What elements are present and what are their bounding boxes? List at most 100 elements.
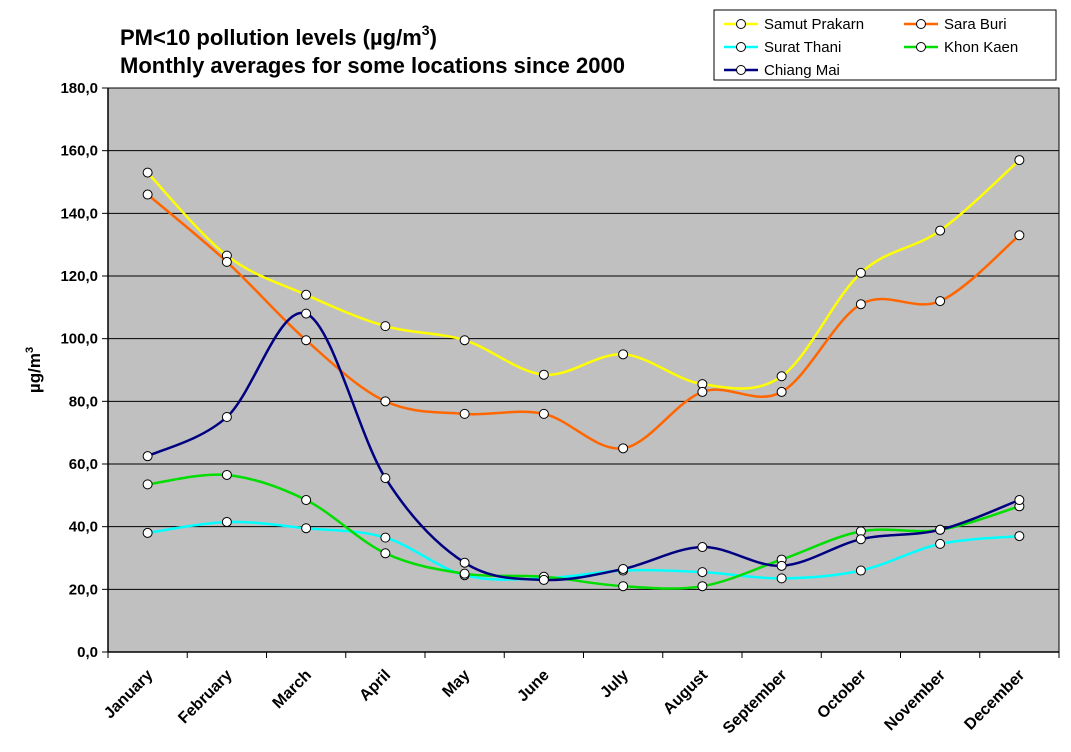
data-point-khon-kaen: [380, 548, 391, 559]
x-tick-label: October: [814, 667, 869, 722]
legend-label-khon-kaen: Khon Kaen: [944, 39, 1018, 56]
legend-marker-khon-kaen: [916, 42, 926, 52]
y-tick-label: 0,0: [77, 644, 98, 661]
data-point-samut-prakarn: [380, 321, 391, 332]
data-point-khon-kaen: [697, 581, 708, 592]
data-point-surat-thani: [221, 516, 232, 527]
legend-marker-surat-thani: [736, 42, 746, 52]
plot-area: [107, 87, 1060, 653]
data-point-surat-thani: [697, 567, 708, 578]
data-point-samut-prakarn: [776, 371, 787, 382]
data-point-chiang-mai: [459, 557, 470, 568]
data-point-chiang-mai: [935, 524, 946, 535]
series-line-sara-buri: [146, 193, 1021, 450]
data-point-chiang-mai: [221, 412, 232, 422]
data-point-sara-buri: [776, 386, 787, 397]
data-point-sara-buri: [301, 335, 312, 346]
data-point-sara-buri: [221, 256, 232, 267]
data-point-sara-buri: [538, 408, 549, 419]
x-tick-label: September: [720, 667, 791, 738]
x-tick-label: November: [882, 667, 949, 734]
data-point-samut-prakarn: [1014, 155, 1025, 166]
data-point-chiang-mai: [142, 451, 153, 462]
gridlines: [108, 87, 1059, 590]
x-tick-label: August: [660, 666, 711, 717]
data-point-chiang-mai: [855, 534, 866, 545]
data-point-sara-buri: [380, 396, 391, 407]
data-point-khon-kaen: [301, 495, 312, 506]
legend: Samut Prakarn Sara Buri Surat Thani Khon Ka…: [713, 9, 1057, 81]
data-point-surat-thani: [1014, 531, 1025, 542]
data-point-khon-kaen: [142, 479, 153, 490]
data-point-surat-thani: [935, 538, 946, 549]
data-point-surat-thani: [855, 565, 866, 576]
y-tick-label: 140,0: [60, 205, 98, 222]
data-point-sara-buri: [935, 296, 946, 307]
legend-label-surat-thani: Surat Thani: [764, 39, 841, 56]
series-markers: [142, 155, 1025, 592]
y-tick-label: 80,0: [69, 393, 98, 410]
data-point-sara-buri: [855, 299, 866, 310]
data-point-samut-prakarn: [618, 349, 629, 360]
x-tick-label: June: [514, 667, 552, 705]
data-point-samut-prakarn: [142, 167, 153, 178]
data-point-sara-buri: [1014, 230, 1025, 241]
axes: [102, 87, 1060, 658]
series-line-samut-prakarn: [146, 159, 1021, 390]
data-point-sara-buri: [459, 408, 470, 419]
legend-marker-chiang-mai: [736, 65, 746, 75]
chart-title-superscript: 3: [422, 22, 430, 38]
x-tick-label: January: [101, 667, 156, 722]
legend-label-chiang-mai: Chiang Mai: [764, 62, 840, 79]
x-tick-label: May: [439, 667, 473, 701]
data-point-samut-prakarn: [935, 225, 946, 236]
data-point-khon-kaen: [459, 568, 470, 579]
legend-label-sara-buri: Sara Buri: [944, 16, 1007, 33]
x-tick-label: February: [175, 667, 236, 728]
legend-label-samut-prakarn: Samut Prakarn: [764, 16, 864, 33]
chart-title: PM<10 pollution levels (µg/m3): [120, 22, 437, 50]
y-tick-label: 40,0: [69, 519, 98, 536]
data-point-chiang-mai: [538, 574, 549, 585]
data-point-samut-prakarn: [855, 267, 866, 278]
y-tick-label: 20,0: [69, 581, 98, 598]
y-tick-label: 120,0: [60, 268, 98, 285]
data-point-chiang-mai: [1014, 495, 1025, 506]
legend-marker-sara-buri: [916, 19, 926, 29]
series-line-khon-kaen: [147, 473, 1020, 590]
data-point-surat-thani: [380, 532, 391, 543]
y-axis-label-superscript: 3: [24, 347, 36, 353]
y-tick-label: 60,0: [69, 456, 98, 473]
data-point-sara-buri: [618, 443, 629, 454]
data-point-surat-thani: [142, 527, 153, 538]
y-tick-label: 100,0: [60, 331, 98, 348]
legend-marker-samut-prakarn: [736, 19, 746, 29]
data-point-sara-buri: [697, 386, 708, 397]
data-point-chiang-mai: [697, 542, 708, 553]
data-point-surat-thani: [301, 523, 312, 534]
x-tick-label: March: [270, 667, 315, 712]
y-tick-labels: 0,0 20,0 40,0 60,0 80,0 100,0 120,0 140,0 160,0 1…: [60, 80, 98, 661]
legend-box: [713, 9, 1057, 81]
data-point-sara-buri: [142, 189, 153, 200]
data-point-chiang-mai: [776, 560, 787, 571]
y-axis-label: µg/m3: [24, 347, 44, 393]
x-tick-labels: January February March April May June July Augu…: [101, 666, 1028, 737]
data-point-khon-kaen: [221, 469, 232, 480]
y-tick-label: 180,0: [60, 80, 98, 97]
x-tick-label: December: [961, 667, 1028, 734]
x-tick-label: April: [356, 667, 394, 705]
chart-subtitle: Monthly averages for some locations sinc…: [120, 53, 625, 78]
y-tick-label: 160,0: [60, 143, 98, 160]
data-point-khon-kaen: [618, 581, 629, 592]
data-point-samut-prakarn: [459, 335, 470, 346]
data-point-samut-prakarn: [538, 369, 549, 380]
chart-title-close: ): [430, 25, 437, 50]
data-point-samut-prakarn: [301, 289, 312, 300]
data-point-surat-thani: [776, 573, 787, 584]
data-point-chiang-mai: [380, 473, 391, 484]
data-point-chiang-mai: [618, 563, 629, 574]
data-point-chiang-mai: [301, 308, 312, 319]
x-tick-label: July: [597, 667, 632, 702]
